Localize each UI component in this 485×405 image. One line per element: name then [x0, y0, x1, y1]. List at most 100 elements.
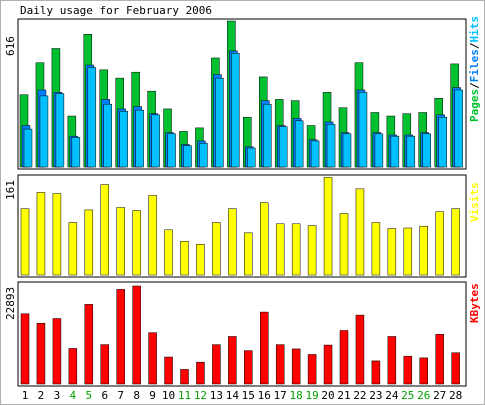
- bar-visits-day-18: [291, 223, 301, 276]
- bar-kbytes-day-24: [387, 336, 397, 385]
- bar-visits-day-28: [451, 208, 460, 276]
- legend-hits: Hits: [468, 16, 481, 43]
- day-label-16: 16: [258, 389, 271, 402]
- bar-kbytes-day-22: [355, 314, 365, 385]
- day-label-21: 21: [337, 389, 350, 402]
- bar-kbytes-day-8: [132, 285, 141, 385]
- day-label-2: 2: [38, 389, 45, 402]
- day-label-5: 5: [85, 389, 92, 402]
- panel-visits-bars: [20, 177, 460, 276]
- bar-pages-day-12: [199, 143, 208, 168]
- day-label-12: 12: [194, 389, 207, 402]
- bar-kbytes-day-3: [52, 318, 62, 385]
- day-label-8: 8: [133, 389, 140, 402]
- day-label-17: 17: [274, 389, 287, 402]
- day-label-11: 11: [178, 389, 191, 402]
- bar-visits-day-19: [307, 225, 317, 276]
- bar-pages-day-22: [358, 92, 368, 168]
- bar-kbytes-day-14: [228, 336, 237, 385]
- bar-pages-day-6: [103, 103, 112, 168]
- panel-hits-legend: Pages/Files/Hits: [468, 16, 481, 122]
- bar-visits-day-15: [244, 232, 253, 276]
- bar-pages-day-5: [87, 67, 97, 168]
- bar-visits-day-22: [355, 188, 365, 276]
- legend-pages: Pages: [468, 89, 481, 122]
- bar-kbytes-day-12: [196, 361, 205, 385]
- day-label-15: 15: [242, 389, 255, 402]
- bar-kbytes-day-4: [68, 348, 78, 385]
- bar-kbytes-day-19: [307, 354, 317, 385]
- bar-pages-day-28: [454, 89, 463, 168]
- bar-kbytes-day-10: [164, 356, 173, 385]
- bar-visits-day-8: [132, 210, 141, 276]
- bar-pages-day-7: [119, 111, 128, 168]
- legend-kbytes: KBytes: [468, 283, 481, 323]
- bar-kbytes-day-5: [84, 304, 94, 385]
- bar-kbytes-day-28: [451, 352, 460, 385]
- day-label-14: 14: [226, 389, 240, 402]
- day-label-10: 10: [162, 389, 175, 402]
- day-label-23: 23: [369, 389, 382, 402]
- bar-visits-day-17: [275, 223, 285, 276]
- bar-visits-day-27: [435, 211, 444, 276]
- bar-visits-day-25: [403, 227, 413, 276]
- bar-kbytes-day-25: [403, 355, 413, 385]
- bar-visits-day-2: [36, 192, 46, 276]
- bar-pages-day-9: [151, 114, 160, 168]
- bar-pages-day-18: [294, 120, 304, 168]
- bar-visits-day-14: [228, 208, 237, 276]
- bar-kbytes-day-23: [371, 360, 381, 385]
- bar-pages-day-3: [55, 93, 65, 168]
- x-axis-day-labels: 1 2 3 4 5 6 7 8 9 10 11 12 13 14 15 16 17 18 19 20 21 22 23 24 2…: [22, 389, 463, 402]
- bar-visits-day-1: [20, 208, 30, 276]
- bar-visits-day-24: [387, 228, 397, 276]
- day-label-13: 13: [210, 389, 223, 402]
- legend-visits: Visits: [468, 182, 481, 222]
- bar-visits-day-6: [100, 184, 109, 276]
- legend-slash-1: /: [468, 82, 481, 89]
- bar-pages-day-17: [278, 126, 288, 168]
- bar-kbytes-day-21: [339, 330, 349, 385]
- bar-kbytes-day-2: [36, 322, 46, 385]
- bar-visits-day-3: [52, 193, 62, 276]
- day-label-25: 25: [401, 389, 414, 402]
- bar-kbytes-day-1: [20, 313, 30, 385]
- panel-hits: 616 Pages/Files/Hits: [4, 16, 481, 170]
- bar-visits-day-7: [116, 207, 125, 276]
- bar-kbytes-day-15: [244, 350, 253, 385]
- bar-visits-day-12: [196, 244, 205, 276]
- bar-kbytes-day-20: [323, 344, 333, 385]
- bar-pages-day-16: [263, 103, 272, 168]
- day-label-28: 28: [449, 389, 462, 402]
- bar-kbytes-day-11: [180, 369, 189, 385]
- bar-kbytes-day-16: [260, 311, 269, 385]
- day-label-20: 20: [321, 389, 334, 402]
- bar-pages-day-20: [326, 124, 336, 168]
- day-label-3: 3: [54, 389, 61, 402]
- bar-pages-day-19: [310, 140, 320, 168]
- day-label-7: 7: [117, 389, 124, 402]
- bar-pages-day-25: [406, 135, 416, 168]
- bar-visits-day-21: [339, 213, 349, 276]
- chart-title: Daily usage for February 2006: [20, 4, 212, 17]
- bar-visits-day-26: [419, 225, 428, 276]
- bar-pages-day-2: [39, 95, 49, 168]
- bar-kbytes-day-27: [435, 334, 444, 385]
- bar-visits-day-20: [323, 177, 333, 276]
- bar-kbytes-day-17: [275, 344, 285, 385]
- panel-kbytes-max-label: 22893: [4, 287, 17, 320]
- bar-kbytes-day-26: [419, 357, 428, 385]
- day-label-26: 26: [417, 389, 430, 402]
- bar-kbytes-day-6: [100, 344, 109, 385]
- bar-visits-day-5: [84, 209, 94, 276]
- bar-pages-day-23: [374, 133, 384, 168]
- bar-visits-day-9: [148, 195, 157, 276]
- panel-kbytes: 22893 KBytes: [4, 281, 481, 387]
- bar-visits-day-10: [164, 229, 173, 276]
- bar-pages-day-10: [167, 133, 176, 168]
- legend-files: Files: [468, 49, 481, 82]
- bar-visits-day-4: [68, 222, 78, 276]
- day-label-22: 22: [353, 389, 366, 402]
- panel-visits: 161 Visits: [4, 174, 481, 278]
